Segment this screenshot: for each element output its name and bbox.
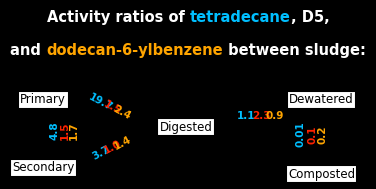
Text: between sludge:: between sludge:	[223, 43, 366, 58]
Text: 0.01: 0.01	[296, 122, 306, 147]
Polygon shape	[73, 135, 156, 162]
Polygon shape	[231, 120, 291, 134]
Text: 2.4: 2.4	[112, 104, 133, 121]
Text: Dewatered: Dewatered	[289, 93, 354, 106]
Text: 1.4: 1.4	[112, 134, 133, 152]
Text: 0.9: 0.9	[265, 111, 284, 121]
Text: 1.5: 1.5	[102, 99, 123, 117]
Text: Digested: Digested	[160, 121, 212, 134]
Text: 1.1: 1.1	[237, 111, 256, 121]
Text: Composted: Composted	[288, 168, 355, 181]
Text: Activity ratios of: Activity ratios of	[47, 10, 190, 25]
Polygon shape	[74, 103, 156, 122]
Polygon shape	[301, 112, 342, 159]
Text: 1.0: 1.0	[102, 138, 123, 156]
Text: 1.5: 1.5	[60, 122, 70, 140]
Text: 0.1: 0.1	[307, 125, 317, 144]
Text: 2.3: 2.3	[252, 111, 271, 121]
Polygon shape	[55, 105, 96, 156]
Text: 4.8: 4.8	[50, 122, 59, 140]
Text: Secondary: Secondary	[12, 161, 74, 174]
Text: 3.7: 3.7	[90, 144, 111, 161]
Text: , D5,: , D5,	[291, 10, 329, 25]
Text: 19.7: 19.7	[87, 92, 114, 113]
Text: dodecan-6-ylbenzene: dodecan-6-ylbenzene	[46, 43, 223, 58]
Text: 1.7: 1.7	[69, 122, 79, 140]
Text: tetradecane: tetradecane	[190, 10, 291, 25]
Text: 0.2: 0.2	[318, 125, 327, 144]
Text: and: and	[10, 43, 46, 58]
Text: Primary: Primary	[20, 93, 66, 106]
